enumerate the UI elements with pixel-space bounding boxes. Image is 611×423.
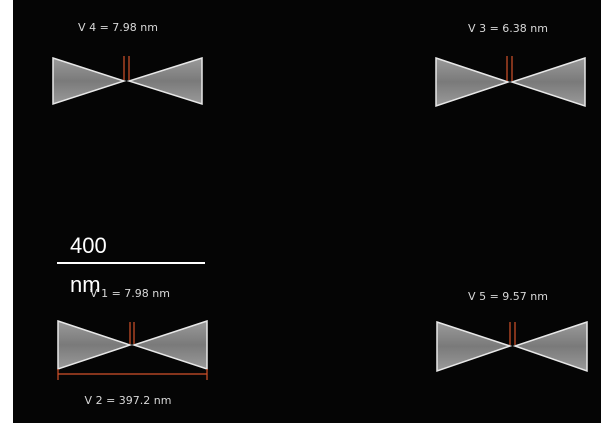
sem-image: V 4 = 7.98 nm V 3 = 6.38 nm V 1 = 7.98 n… [0,0,611,423]
measurement-label: V 1 = 7.98 nm [90,287,170,300]
page: V 4 = 7.98 nm V 3 = 6.38 nm V 1 = 7.98 n… [0,0,611,423]
scale-bar-unit: nm [70,272,101,297]
scale-bar-value: 400 [70,233,107,258]
measurement-label: V 3 = 6.38 nm [468,22,548,35]
measurement-label: V 4 = 7.98 nm [78,21,158,34]
background [13,0,601,423]
measurement-label: V 2 = 397.2 nm [85,394,172,407]
measurement-label: V 5 = 9.57 nm [468,290,548,303]
